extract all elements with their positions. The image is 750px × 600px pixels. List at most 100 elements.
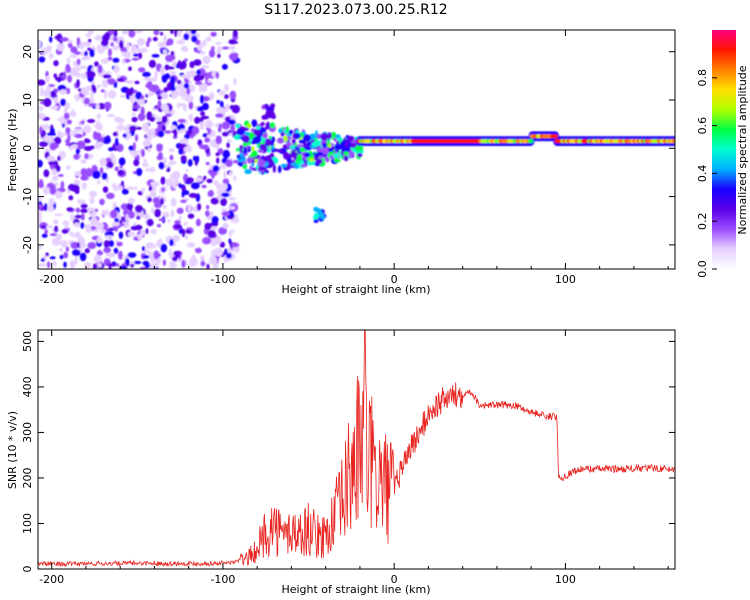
- heatmap-noise-cell: [89, 145, 95, 150]
- heatmap-noise-cell: [74, 133, 83, 139]
- heatmap-noise-cell: [164, 130, 172, 134]
- heatmap-outlier-cell: [313, 214, 319, 220]
- heatmap-noise-cell: [216, 100, 220, 104]
- heatmap-noise-cell: [43, 97, 52, 107]
- heatmap-noise-cell: [149, 166, 156, 173]
- heatmap-noise-cell: [113, 36, 118, 42]
- heatmap-noise-cell: [145, 242, 154, 250]
- heatmap-noise-cell: [112, 45, 120, 50]
- heatmap-noise-cell: [209, 92, 215, 101]
- heatmap-noise-cell: [231, 104, 240, 114]
- heatmap-noise-cell: [222, 223, 229, 229]
- heatmap-cells: [38, 30, 675, 269]
- heatmap-transition-cell: [333, 158, 341, 163]
- heatmap-noise-cell: [171, 55, 176, 60]
- heatmap-noise-cell: [224, 103, 230, 112]
- heatmap-noise-cell: [87, 119, 96, 123]
- heatmap-noise-cell: [68, 195, 74, 201]
- heatmap-transition-cell: [242, 147, 248, 154]
- heatmap-transition-cell: [288, 129, 294, 135]
- heatmap-noise-cell: [77, 143, 82, 150]
- heatmap-noise-cell: [89, 190, 98, 198]
- snr-x-tick-label: -100: [210, 573, 235, 586]
- heatmap-noise-cell: [115, 137, 119, 147]
- snr-y-tick-label: 300: [21, 422, 34, 443]
- heatmap-noise-cell: [201, 82, 208, 91]
- heatmap-noise-cell: [46, 86, 52, 92]
- heatmap-noise-cell: [74, 67, 81, 72]
- heatmap-noise-cell: [159, 66, 165, 75]
- heatmap-noise-cell: [222, 149, 230, 159]
- heatmap-noise-cell: [66, 66, 71, 73]
- heatmap-noise-cell: [38, 182, 44, 189]
- heatmap-transition-cell: [344, 142, 349, 147]
- heatmap-noise-cell: [111, 222, 120, 227]
- heatmap-noise-cell: [215, 71, 220, 79]
- heatmap-noise-cell: [170, 209, 175, 218]
- heatmap-noise-cell: [169, 154, 174, 161]
- heatmap-noise-cell: [146, 111, 153, 121]
- heatmap-noise-cell: [221, 183, 228, 191]
- heatmap-noise-cell: [136, 215, 141, 220]
- heatmap-noise-cell: [144, 262, 150, 269]
- heatmap-noise-cell: [52, 261, 57, 267]
- heatmap-transition-cell: [304, 147, 312, 151]
- heatmap-transition-cell: [334, 143, 343, 151]
- heatmap-noise-cell: [119, 265, 128, 269]
- heatmap-noise-cell: [232, 159, 239, 164]
- colorbar-ticks: 0.0 0.2 0.4 0.6 0.8: [696, 69, 717, 278]
- heatmap-carrier-cell: [527, 139, 534, 144]
- heatmap-noise-cell: [87, 47, 92, 51]
- heatmap-noise-cell: [140, 97, 145, 106]
- heatmap-noise-cell: [127, 231, 136, 237]
- heatmap-noise-cell: [131, 150, 138, 157]
- heatmap-noise-cell: [167, 219, 171, 224]
- heatmap-noise-cell: [193, 75, 199, 82]
- heatmap-noise-cell: [179, 103, 187, 107]
- heatmap-noise-cell: [66, 57, 71, 64]
- heatmap-noise-cell: [112, 131, 118, 137]
- heatmap-noise-cell: [184, 234, 188, 240]
- heatmap-noise-cell: [59, 40, 63, 44]
- heatmap-noise-cell: [150, 263, 160, 268]
- colorbar-label: Normalized spectral amplitude: [736, 65, 749, 234]
- heatmap-noise-cell: [119, 94, 126, 98]
- heatmap-noise-cell: [222, 163, 226, 170]
- heatmap-noise-cell: [182, 190, 190, 196]
- spectrogram-x-tick-label: -100: [210, 273, 235, 286]
- heatmap-noise-cell: [87, 242, 97, 249]
- heatmap-noise-cell: [94, 142, 102, 150]
- heatmap-noise-cell: [201, 144, 210, 150]
- heatmap-noise-cell: [218, 165, 224, 169]
- heatmap-noise-cell: [140, 95, 145, 100]
- heatmap-transition-cell: [272, 164, 276, 172]
- heatmap-noise-cell: [117, 169, 125, 176]
- heatmap-noise-cell: [122, 222, 130, 229]
- heatmap-transition-cell: [309, 153, 314, 159]
- heatmap-transition-cell: [321, 147, 329, 155]
- heatmap-noise-cell: [187, 159, 193, 167]
- heatmap-noise-cell: [80, 175, 89, 181]
- heatmap-noise-cell: [185, 177, 194, 184]
- heatmap-noise-cell: [115, 36, 125, 40]
- heatmap-noise-cell: [116, 77, 124, 82]
- heatmap-transition-cell: [275, 149, 283, 153]
- heatmap-noise-cell: [143, 158, 147, 163]
- heatmap-noise-cell: [101, 58, 110, 64]
- heatmap-noise-cell: [232, 30, 238, 38]
- heatmap-transition-cell: [252, 136, 262, 144]
- heatmap-noise-cell: [187, 213, 195, 219]
- heatmap-noise-cell: [40, 47, 50, 54]
- heatmap-noise-cell: [210, 31, 217, 37]
- heatmap-noise-cell: [99, 167, 104, 174]
- heatmap-noise-cell: [108, 147, 114, 152]
- heatmap-noise-cell: [119, 220, 123, 224]
- heatmap-noise-cell: [221, 63, 228, 70]
- heatmap-noise-cell: [134, 186, 138, 191]
- heatmap-noise-cell: [104, 32, 111, 41]
- heatmap-noise-cell: [179, 138, 189, 144]
- heatmap-noise-cell: [104, 235, 114, 239]
- heatmap-noise-cell: [225, 159, 233, 167]
- heatmap-noise-cell: [44, 229, 48, 235]
